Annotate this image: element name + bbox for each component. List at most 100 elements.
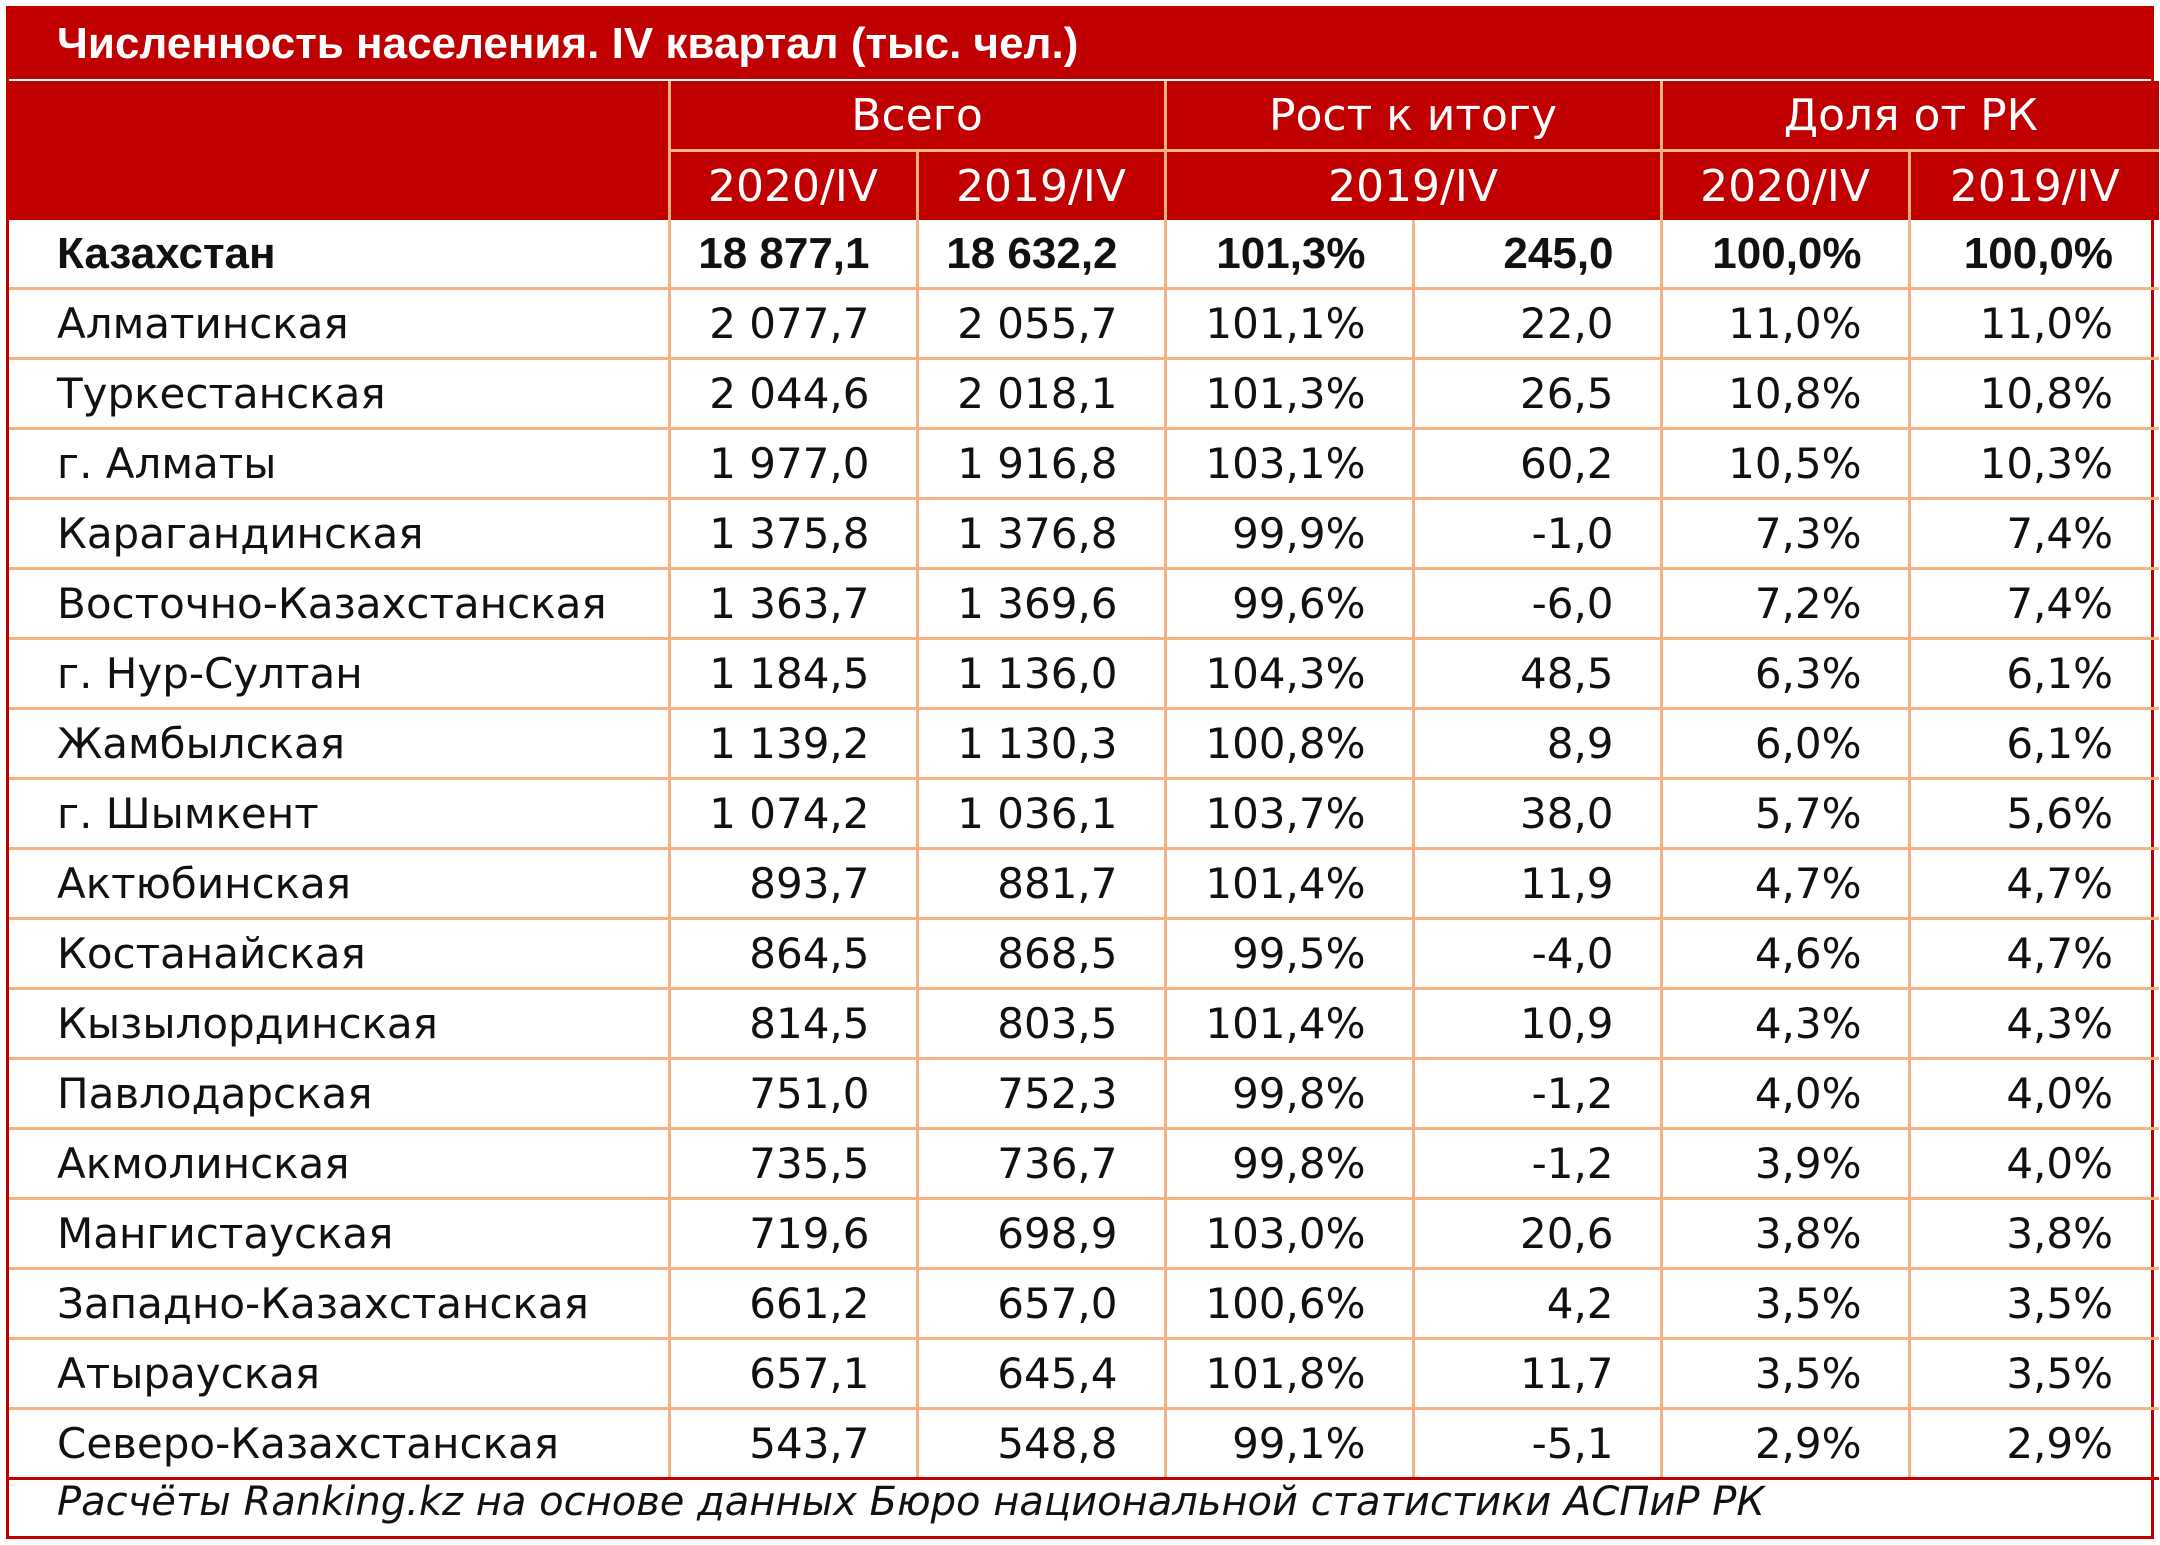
growth-abs-cell: 22,0	[1411, 288, 1662, 360]
share-2019-cell: 3,8%	[1907, 1198, 2160, 1270]
share-2019-cell: 10,8%	[1907, 358, 2160, 430]
growth-abs-cell: 8,9	[1411, 708, 1662, 780]
share-2019-cell: 11,0%	[1907, 288, 2160, 360]
table-row: Жамбылская 1 139,2 1 130,3 100,8% 8,9 6,0% 6,1…	[9, 708, 2160, 780]
total-2020-cell: 18 877,1	[667, 220, 917, 290]
region-name: Акмолинская	[9, 1128, 669, 1200]
growth-pct-cell: 101,4%	[1163, 848, 1414, 920]
table-row: Костанайская 864,5 868,5 99,5% -4,0 4,6% 4,7%	[9, 918, 2160, 990]
total-2020-cell: 1 074,2	[667, 778, 917, 850]
total-2019-cell: 736,7	[915, 1128, 1166, 1200]
region-name: Алматинская	[9, 288, 669, 360]
share-2020-cell: 7,3%	[1659, 498, 1910, 570]
growth-pct-cell: 101,8%	[1163, 1338, 1414, 1410]
header-group-share: Доля от РК	[1659, 81, 2160, 151]
total-2019-cell: 2 018,1	[915, 358, 1166, 430]
growth-pct-cell: 103,1%	[1163, 428, 1414, 500]
header-share-2019: 2019/IV	[1907, 149, 2160, 220]
region-name: г. Нур-Султан	[9, 638, 669, 710]
region-name: Туркестанская	[9, 358, 669, 430]
region-name: г. Шымкент	[9, 778, 669, 850]
total-2019-cell: 803,5	[915, 988, 1166, 1060]
share-2020-cell: 4,0%	[1659, 1058, 1910, 1130]
table-row: Карагандинская 1 375,8 1 376,8 99,9% -1,0 7,3…	[9, 498, 2160, 570]
share-2020-cell: 6,3%	[1659, 638, 1910, 710]
region-name: Кызылординская	[9, 988, 669, 1060]
total-2020-cell: 1 977,0	[667, 428, 917, 500]
share-2019-cell: 3,5%	[1907, 1268, 2160, 1340]
total-2019-cell: 881,7	[915, 848, 1166, 920]
growth-abs-cell: 48,5	[1411, 638, 1662, 710]
share-2019-cell: 10,3%	[1907, 428, 2160, 500]
region-name: Жамбылская	[9, 708, 669, 780]
growth-abs-cell: 20,6	[1411, 1198, 1662, 1270]
table-row: Кызылординская 814,5 803,5 101,4% 10,9 4,3% 4,…	[9, 988, 2160, 1060]
growth-pct-cell: 101,3%	[1163, 358, 1414, 430]
total-2020-cell: 2 044,6	[667, 358, 917, 430]
table-row: Западно-Казахстанская 661,2 657,0 100,6% 4,2…	[9, 1268, 2160, 1340]
region-name: Восточно-Казахстанская	[9, 568, 669, 640]
share-2019-cell: 7,4%	[1907, 498, 2160, 570]
share-2019-cell: 4,3%	[1907, 988, 2160, 1060]
table-row: Северо-Казахстанская 543,7 548,8 99,1% -5,1 2…	[9, 1408, 2160, 1480]
header-growth-2019: 2019/IV	[1163, 149, 1662, 220]
total-2020-cell: 543,7	[667, 1408, 917, 1480]
total-2020-cell: 1 139,2	[667, 708, 917, 780]
table-row: Казахстан 18 877,1 18 632,2 101,3% 245,0 100,…	[9, 220, 2160, 290]
growth-abs-cell: 245,0	[1411, 220, 1662, 290]
share-2019-cell: 3,5%	[1907, 1338, 2160, 1410]
growth-abs-cell: 60,2	[1411, 428, 1662, 500]
share-2020-cell: 3,9%	[1659, 1128, 1910, 1200]
total-2019-cell: 1 136,0	[915, 638, 1166, 710]
total-2019-cell: 1 376,8	[915, 498, 1166, 570]
growth-pct-cell: 103,7%	[1163, 778, 1414, 850]
growth-pct-cell: 101,1%	[1163, 288, 1414, 360]
region-name: г. Алматы	[9, 428, 669, 500]
growth-abs-cell: 4,2	[1411, 1268, 1662, 1340]
share-2019-cell: 100,0%	[1907, 220, 2160, 290]
growth-pct-cell: 99,6%	[1163, 568, 1414, 640]
growth-abs-cell: -5,1	[1411, 1408, 1662, 1480]
share-2019-cell: 7,4%	[1907, 568, 2160, 640]
share-2019-cell: 5,6%	[1907, 778, 2160, 850]
table-row: Туркестанская 2 044,6 2 018,1 101,3% 26,5 10,…	[9, 358, 2160, 430]
share-2019-cell: 6,1%	[1907, 638, 2160, 710]
growth-pct-cell: 100,6%	[1163, 1268, 1414, 1340]
table-row: Атырауская 657,1 645,4 101,8% 11,7 3,5% 3,5%	[9, 1338, 2160, 1410]
growth-abs-cell: -1,0	[1411, 498, 1662, 570]
total-2019-cell: 752,3	[915, 1058, 1166, 1130]
share-2020-cell: 6,0%	[1659, 708, 1910, 780]
share-2019-cell: 2,9%	[1907, 1408, 2160, 1480]
growth-abs-cell: -1,2	[1411, 1058, 1662, 1130]
total-2020-cell: 814,5	[667, 988, 917, 1060]
table-row: Восточно-Казахстанская 1 363,7 1 369,6 99,6…	[9, 568, 2160, 640]
region-name: Казахстан	[9, 220, 669, 290]
share-2020-cell: 7,2%	[1659, 568, 1910, 640]
share-2019-cell: 4,0%	[1907, 1058, 2160, 1130]
growth-pct-cell: 99,9%	[1163, 498, 1414, 570]
region-name: Мангистауская	[9, 1198, 669, 1270]
header-total-2019: 2019/IV	[915, 149, 1166, 220]
growth-abs-cell: 11,7	[1411, 1338, 1662, 1410]
region-name: Северо-Казахстанская	[9, 1408, 669, 1480]
share-2020-cell: 3,5%	[1659, 1338, 1910, 1410]
region-name: Павлодарская	[9, 1058, 669, 1130]
growth-abs-cell: 26,5	[1411, 358, 1662, 430]
total-2020-cell: 1 375,8	[667, 498, 917, 570]
total-2020-cell: 735,5	[667, 1128, 917, 1200]
header-group-growth: Рост к итогу	[1163, 81, 1662, 151]
region-name: Атырауская	[9, 1338, 669, 1410]
region-name: Карагандинская	[9, 498, 669, 570]
total-2020-cell: 893,7	[667, 848, 917, 920]
share-2020-cell: 4,7%	[1659, 848, 1910, 920]
share-2020-cell: 5,7%	[1659, 778, 1910, 850]
share-2020-cell: 2,9%	[1659, 1408, 1910, 1480]
growth-pct-cell: 103,0%	[1163, 1198, 1414, 1270]
total-2019-cell: 2 055,7	[915, 288, 1166, 360]
total-2020-cell: 864,5	[667, 918, 917, 990]
total-2020-cell: 1 184,5	[667, 638, 917, 710]
region-name: Западно-Казахстанская	[9, 1268, 669, 1340]
total-2019-cell: 18 632,2	[915, 220, 1166, 290]
growth-pct-cell: 101,4%	[1163, 988, 1414, 1060]
table-body: Казахстан 18 877,1 18 632,2 101,3% 245,0 100,…	[9, 220, 2160, 1480]
